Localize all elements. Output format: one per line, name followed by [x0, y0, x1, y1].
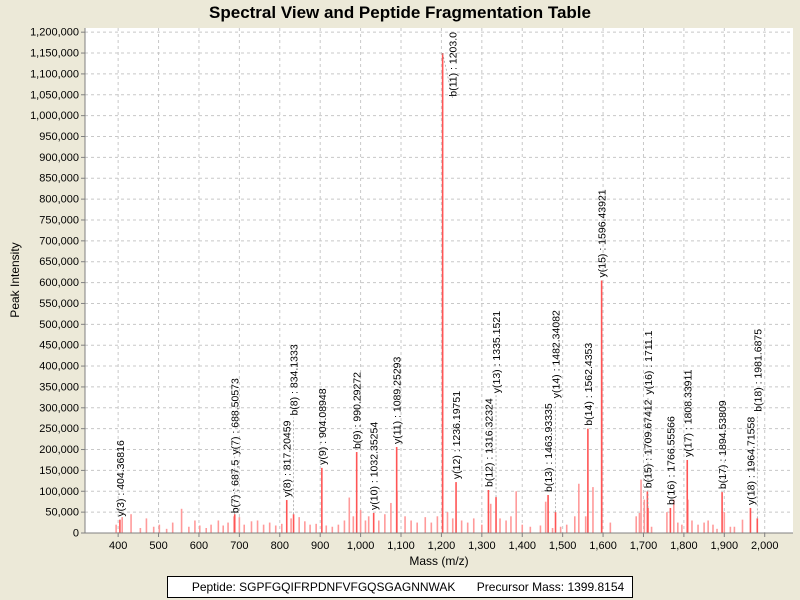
axes: 400 500 600 700 800 900 1,000 1,100 1,200 1,300 1,… [30, 27, 793, 552]
y-tick-label: 650,000 [39, 256, 79, 268]
x-tick-label: 1,100 [387, 540, 415, 552]
peak-label: b(12) : 1316.32324 [483, 398, 495, 487]
y-tick-label: 350,000 [39, 381, 79, 393]
x-tick-label: 1,000 [347, 540, 375, 552]
y-tick-label: 50,000 [45, 507, 79, 519]
x-tick-label: 400 [109, 540, 127, 552]
peak-label: y(9) : 904.08948 [317, 388, 329, 465]
y-tick-label: 250,000 [39, 423, 79, 435]
peak-label: b(11) : 1203.0 [448, 32, 460, 97]
peaks [115, 53, 759, 533]
y-tick-label: 900,000 [39, 152, 79, 164]
y-tick-label: 1,100,000 [30, 68, 79, 80]
x-tick-label: 500 [149, 540, 167, 552]
x-tick-label: 600 [190, 540, 208, 552]
spectrum-chart: y(3) : 404.36816 b(7) : 687.5 y(7) : 688.5… [8, 27, 793, 568]
y-tick-label: 1,000,000 [30, 110, 79, 122]
x-tick-label: 900 [311, 540, 329, 552]
x-axis-label: Mass (m/z) [409, 554, 468, 568]
x-tick-label: 1,900 [711, 540, 739, 552]
peak-label: y(10) : 1032.35254 [369, 422, 381, 510]
y-tick-label: 750,000 [39, 214, 79, 226]
peak-label: b(16) : 1766.55566 [665, 416, 677, 505]
peak-label: y(3) : 404.36816 [115, 440, 127, 517]
y-tick-label: 100,000 [39, 486, 79, 498]
y-tick-label: 500,000 [39, 319, 79, 331]
peak-label: b(9) : 990.29272 [352, 372, 364, 449]
y-tick-label: 800,000 [39, 194, 79, 206]
x-tick-label: 700 [230, 540, 248, 552]
grid [85, 28, 793, 534]
peak-label: b(14) : 1562.4353 [583, 343, 595, 426]
x-tick-label: 1,800 [670, 540, 698, 552]
x-tick-label: 1,400 [508, 540, 536, 552]
legend-container: Peptide: SGPFGQIFRPDNFVFGQSGAGNNWAK Prec… [0, 576, 800, 598]
x-tick-label: 2,000 [751, 540, 779, 552]
peak-label: b(13) : 1463.93335 [543, 403, 555, 492]
peak-label: y(13) : 1335.1521 [491, 311, 503, 393]
x-tick-label: 1,300 [468, 540, 496, 552]
peak-label: b(8) : 834.1333 [289, 344, 301, 415]
x-tick-label: 1,500 [549, 540, 577, 552]
y-tick-label: 300,000 [39, 402, 79, 414]
y-tick-label: 1,050,000 [30, 89, 79, 101]
y-tick-label: 200,000 [39, 444, 79, 456]
y-axis-label: Peak Intensity [8, 242, 22, 317]
x-tick-label: 800 [271, 540, 289, 552]
y-tick-label: 600,000 [39, 277, 79, 289]
peak-label: y(15) : 1596.43921 [597, 189, 609, 277]
peak-label: y(8) : 817.20459 [282, 420, 294, 497]
y-tick-label: 850,000 [39, 173, 79, 185]
y-tick-label: 550,000 [39, 298, 79, 310]
legend-box: Peptide: SGPFGQIFRPDNFVFGQSGAGNNWAK Prec… [166, 576, 634, 598]
y-tick-label: 0 [73, 528, 79, 540]
plot-area [85, 28, 793, 533]
peak-labels: y(3) : 404.36816 b(7) : 687.5 y(7) : 688.5… [115, 32, 764, 517]
y-tick-label: 700,000 [39, 235, 79, 247]
peak-label: b(15) : 1709.67412 [642, 399, 654, 488]
peak-label: y(7) : 688.50573 [230, 378, 242, 455]
y-tick-label: 1,200,000 [30, 27, 79, 39]
label-leader-lines [234, 52, 758, 519]
chart-title: Spectral View and Peptide Fragmentation … [209, 3, 591, 22]
peak-label: b(17) : 1894.53809 [717, 400, 729, 489]
y-tick-label: 450,000 [39, 340, 79, 352]
x-tick-label: 1,200 [428, 540, 456, 552]
peak-label: y(18) : 1964.71558 [745, 417, 757, 505]
peak-label: y(12) : 1236.19751 [451, 391, 463, 479]
precursor-mass: Precursor Mass: 1399.8154 [476, 580, 625, 594]
peak-label: y(11) : 1089.25293 [392, 356, 404, 444]
y-tick-label: 1,150,000 [30, 48, 79, 60]
peak-label: y(14) : 1482.34082 [551, 310, 563, 398]
x-tick-label: 1,700 [630, 540, 658, 552]
peak-label: y(17) : 1808.33911 [682, 369, 694, 457]
peak-label: y(16) : 1711.1 [643, 330, 655, 394]
y-tick-label: 950,000 [39, 131, 79, 143]
y-tick-label: 400,000 [39, 361, 79, 373]
peak-label: b(7) : 687.5 [229, 459, 241, 513]
x-tick-label: 1,600 [589, 540, 617, 552]
peak-label: b(18) : 1981.6875 [752, 329, 764, 412]
peptide-sequence: Peptide: SGPFGQIFRPDNFVFGQSGAGNNWAK [191, 580, 456, 594]
y-tick-label: 150,000 [39, 465, 79, 477]
